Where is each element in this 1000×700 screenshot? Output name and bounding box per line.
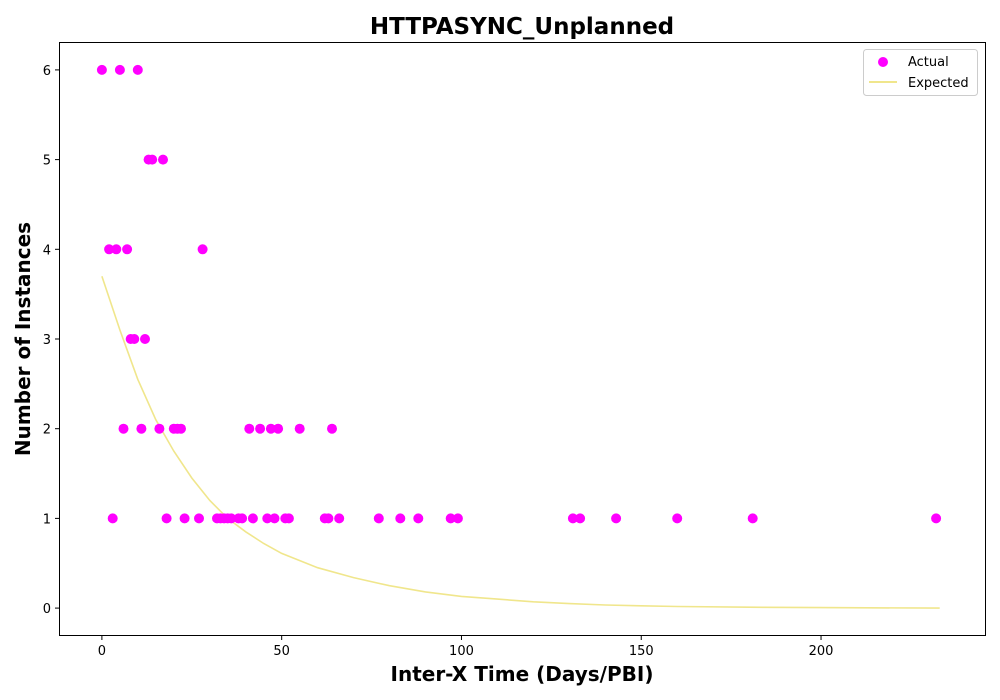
actual-point <box>265 423 276 434</box>
actual-point <box>237 513 248 524</box>
actual-point <box>244 423 255 434</box>
actual-point <box>104 244 115 255</box>
actual-point <box>567 513 578 524</box>
actual-point <box>413 513 424 524</box>
actual-point <box>452 513 463 524</box>
actual-point <box>255 423 266 434</box>
x-tick-label: 150 <box>629 644 654 659</box>
actual-point <box>327 423 337 434</box>
actual-point <box>283 513 294 524</box>
y-tick-label: 4 <box>43 243 51 258</box>
actual-point <box>334 513 345 524</box>
actual-point <box>154 423 165 434</box>
actual-point <box>262 513 273 524</box>
chart-title: HTTPASYNC_Unplanned <box>370 14 674 40</box>
actual-point <box>147 154 158 165</box>
plot-frame <box>59 42 986 636</box>
x-axis-title: Inter-X Time (Days/PBI) <box>391 662 654 686</box>
actual-point <box>273 423 284 434</box>
actual-point <box>161 513 172 524</box>
legend-expected-label: Expected <box>908 76 969 91</box>
actual-point <box>575 513 586 524</box>
actual-point <box>395 513 406 524</box>
y-tick-label: 3 <box>43 333 51 348</box>
actual-point <box>747 513 758 524</box>
actual-series <box>96 64 942 524</box>
actual-point <box>129 334 140 344</box>
actual-point <box>140 334 150 344</box>
x-tick-label: 50 <box>273 644 290 659</box>
actual-point <box>445 513 456 524</box>
plot-area <box>59 42 986 636</box>
actual-point <box>373 513 384 524</box>
actual-point <box>247 513 258 524</box>
actual-point <box>122 244 133 255</box>
actual-point <box>176 423 186 434</box>
legend: Actual Expected <box>863 49 978 96</box>
actual-point <box>132 64 143 75</box>
x-tick-label: 200 <box>809 644 834 659</box>
actual-point <box>194 513 204 524</box>
actual-point <box>197 244 208 255</box>
actual-point <box>269 513 280 524</box>
actual-point <box>931 513 942 524</box>
y-tick-label: 5 <box>43 154 51 169</box>
y-tick-label: 1 <box>43 512 51 527</box>
y-axis-title: Number of Instances <box>11 222 35 456</box>
x-tick-label: 0 <box>98 644 106 659</box>
actual-point <box>96 64 107 75</box>
actual-point <box>111 244 122 255</box>
expected-line <box>101 275 940 609</box>
legend-box <box>863 49 978 96</box>
actual-point <box>158 154 168 165</box>
actual-point <box>611 513 622 524</box>
y-tick-label: 6 <box>43 64 51 79</box>
actual-point <box>672 513 683 524</box>
actual-point <box>179 513 190 524</box>
legend-actual-marker <box>878 57 888 67</box>
x-axis: 0 50 100 150 200 <box>98 635 834 659</box>
expected-series <box>101 275 940 609</box>
actual-point <box>107 513 118 524</box>
actual-point <box>118 423 129 434</box>
legend-actual-label: Actual <box>908 55 949 70</box>
actual-point <box>294 423 305 434</box>
actual-point <box>226 513 237 524</box>
actual-point <box>323 513 334 524</box>
x-tick-label: 100 <box>449 644 474 659</box>
y-tick-label: 2 <box>43 423 51 438</box>
y-tick-label: 0 <box>43 602 51 617</box>
actual-point <box>114 64 125 75</box>
y-axis: 0 1 2 3 4 5 6 <box>43 64 60 617</box>
actual-point <box>136 423 147 434</box>
